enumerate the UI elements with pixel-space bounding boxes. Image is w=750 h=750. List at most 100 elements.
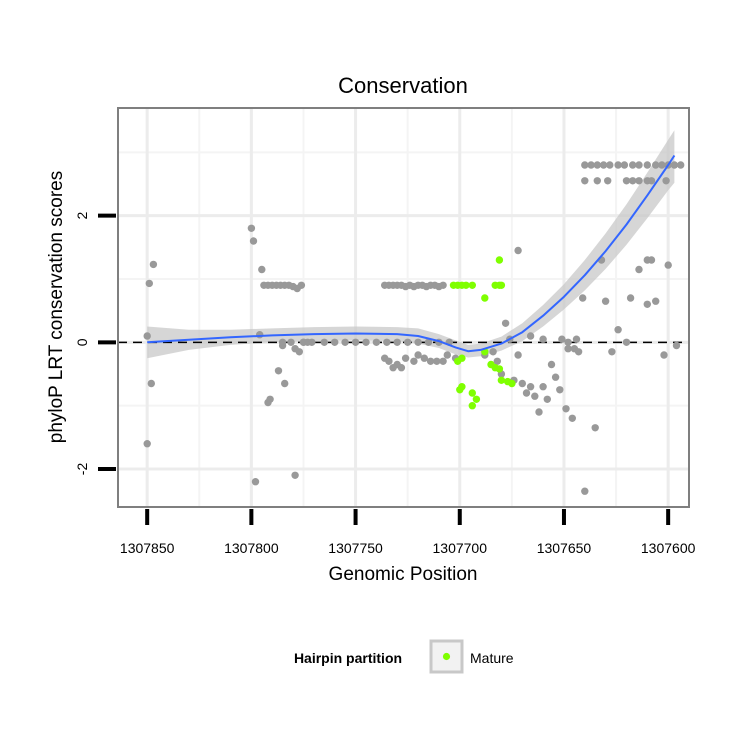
data-point-other: [426, 357, 435, 365]
data-point-other: [604, 177, 612, 185]
data-point-other: [643, 161, 651, 169]
data-point-other: [297, 281, 306, 289]
data-point-mature: [458, 383, 466, 391]
data-point-other: [351, 338, 360, 346]
data-point-other: [518, 379, 526, 388]
data-point-other: [249, 237, 258, 245]
data-point-other: [362, 338, 370, 346]
data-point-other: [143, 440, 151, 448]
data-point-other: [274, 367, 283, 375]
data-point-mature: [468, 402, 476, 410]
data-point-other: [587, 161, 595, 169]
y-tick-label: 0: [74, 338, 90, 346]
legend-label-mature: Mature: [470, 650, 514, 666]
x-tick-label: 1307650: [537, 540, 592, 556]
data-point-other: [526, 383, 535, 391]
data-point-other: [672, 341, 681, 350]
data-point-other: [562, 405, 570, 413]
x-axis-title: Genomic Position: [329, 564, 478, 585]
data-point-other: [622, 338, 631, 346]
data-point-other: [581, 177, 589, 185]
legend-title: Hairpin partition: [294, 650, 402, 666]
data-point-other: [551, 373, 560, 381]
data-point-other: [635, 161, 643, 169]
x-tick-label: 1307800: [224, 540, 279, 556]
data-point-mature: [497, 281, 506, 289]
data-point-other: [572, 335, 581, 343]
data-point-mature: [462, 281, 470, 289]
data-point-other: [574, 348, 583, 356]
data-point-other: [410, 357, 418, 365]
data-point-other: [372, 338, 381, 346]
legend-key-mature: [442, 652, 451, 661]
data-point-other: [664, 261, 672, 269]
data-point-mature: [468, 389, 476, 397]
data-point-other: [149, 260, 158, 269]
data-point-other: [439, 281, 447, 289]
data-point-mature: [497, 376, 506, 384]
chart-title: Conservation: [338, 73, 468, 98]
data-point-other: [629, 161, 637, 169]
data-point-other: [308, 338, 316, 346]
data-point-other: [424, 338, 433, 346]
data-point-other: [558, 335, 566, 343]
data-point-other: [608, 348, 616, 356]
data-point-other: [531, 392, 539, 400]
data-point-other: [526, 332, 535, 340]
data-point-mature: [495, 256, 504, 264]
data-point-other: [258, 265, 266, 274]
data-point-other: [404, 338, 412, 346]
panel-border-layer: [117, 107, 690, 508]
data-point-other: [614, 326, 622, 334]
data-point-other: [606, 161, 614, 169]
data-points-layer: [143, 161, 685, 495]
data-point-other: [266, 395, 274, 403]
data-point-other: [652, 161, 660, 169]
data-point-other: [414, 351, 422, 359]
data-point-other: [443, 351, 451, 359]
data-point-other: [629, 177, 637, 185]
data-point-other: [591, 424, 599, 432]
data-point-other: [433, 357, 441, 365]
x-tick-label: 1307850: [120, 540, 175, 556]
data-point-other: [278, 338, 287, 346]
data-point-other: [299, 338, 308, 346]
y-axis-title: phyloP LRT conservation scores: [46, 171, 67, 444]
data-point-other: [147, 379, 155, 388]
data-point-other: [581, 487, 589, 495]
data-point-other: [601, 297, 610, 305]
data-point-other: [652, 297, 660, 305]
smooth-fit-line: [147, 154, 676, 353]
data-point-other: [320, 338, 328, 346]
data-point-mature: [468, 281, 476, 289]
data-point-other: [643, 300, 651, 308]
data-point-mature: [458, 354, 466, 362]
data-point-other: [626, 294, 635, 302]
data-point-other: [287, 338, 295, 346]
data-point-other: [414, 338, 422, 346]
data-point-other: [256, 331, 264, 339]
data-point-other: [660, 351, 668, 359]
data-point-other: [564, 338, 572, 346]
y-tick-label: 2: [74, 212, 90, 220]
data-point-other: [393, 338, 401, 346]
data-point-other: [593, 161, 601, 169]
data-point-other: [647, 256, 656, 264]
data-point-other: [522, 389, 531, 397]
data-point-other: [622, 177, 631, 185]
data-point-other: [493, 357, 501, 365]
panel-background: [118, 108, 689, 507]
data-point-other: [295, 348, 303, 356]
data-point-other: [341, 338, 349, 346]
data-point-other: [579, 294, 587, 302]
data-point-other: [599, 161, 608, 169]
data-point-other: [662, 177, 670, 185]
data-point-other: [568, 414, 576, 422]
data-point-other: [539, 335, 547, 343]
data-point-other: [385, 357, 393, 365]
data-point-other: [677, 161, 685, 169]
data-point-other: [670, 161, 679, 169]
data-point-other: [291, 471, 299, 479]
data-point-mature: [495, 365, 504, 373]
